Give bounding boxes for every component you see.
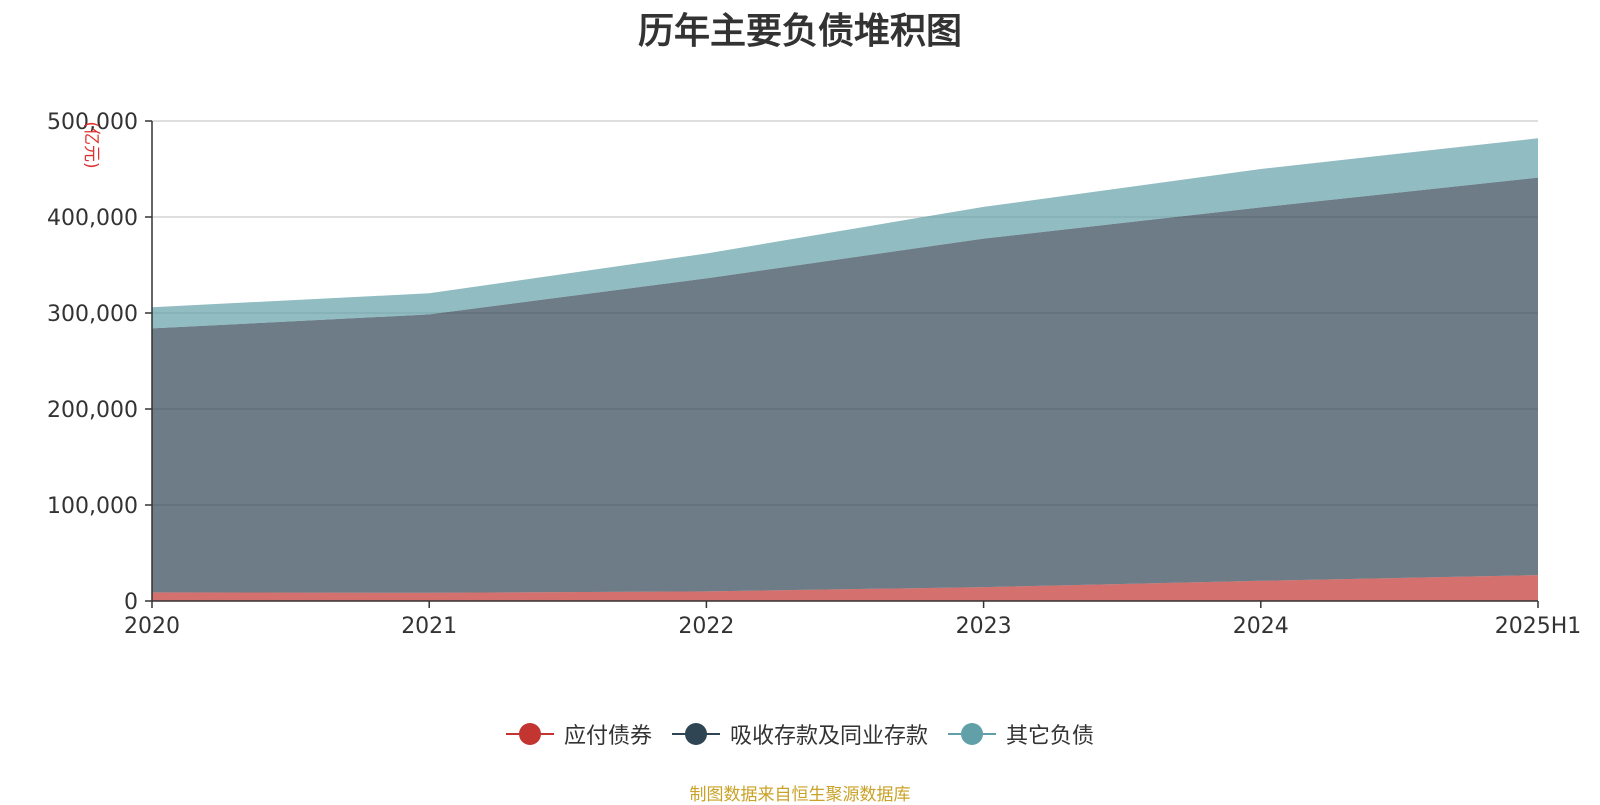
source-note: 制图数据来自恒生聚源数据库 (689, 785, 911, 805)
x-tick-label: 2023 (956, 614, 1012, 639)
legend-marker (671, 722, 720, 746)
y-tick-label: 200,000 (47, 398, 138, 423)
legend-label: 其它负债 (1006, 724, 1095, 749)
y-tick-labels: 0 100,000 200,000 300,000 400,000 500,000 (47, 110, 152, 615)
legend-label: 应付债券 (563, 724, 652, 749)
x-tick-label: 2020 (124, 614, 180, 639)
area-series-3 (152, 138, 1538, 329)
area-series-2 (152, 177, 1538, 593)
legend-marker (505, 722, 554, 746)
legend-item-3[interactable]: 其它负债 (948, 718, 1094, 750)
x-tick-label: 2021 (401, 614, 457, 639)
x-tick-label: 2022 (678, 614, 734, 639)
x-tick-label: 2025H1 (1495, 614, 1582, 639)
y-tick-label: 0 (124, 590, 138, 615)
legend-marker (948, 722, 996, 746)
legend-label: 吸收存款及同业存款 (729, 724, 928, 749)
axes (151, 121, 1538, 602)
x-tick-label: 2024 (1233, 614, 1289, 639)
area-series-group (152, 138, 1538, 601)
legend-item-2[interactable]: 吸收存款及同业存款 (671, 718, 928, 750)
legend: 应付债券 吸收存款及同业存款 其它负债 (0, 718, 1600, 750)
x-tick-labels: 2020 2021 2022 2023 2024 2025H1 (124, 601, 1581, 639)
area-series-1 (152, 575, 1538, 601)
y-tick-label: 300,000 (47, 302, 138, 327)
legend-item-1[interactable]: 应付债券 (505, 718, 652, 750)
y-tick-label: 500,000 (47, 110, 138, 135)
stacked-area-chart: 0 100,000 200,000 300,000 400,000 500,000 202… (47, 110, 1581, 639)
y-tick-label: 400,000 (47, 206, 138, 231)
chart-title: 历年主要负债堆积图 (637, 11, 962, 52)
y-tick-label: 100,000 (47, 494, 138, 519)
y-axis-unit-label: (亿元) (81, 121, 101, 168)
